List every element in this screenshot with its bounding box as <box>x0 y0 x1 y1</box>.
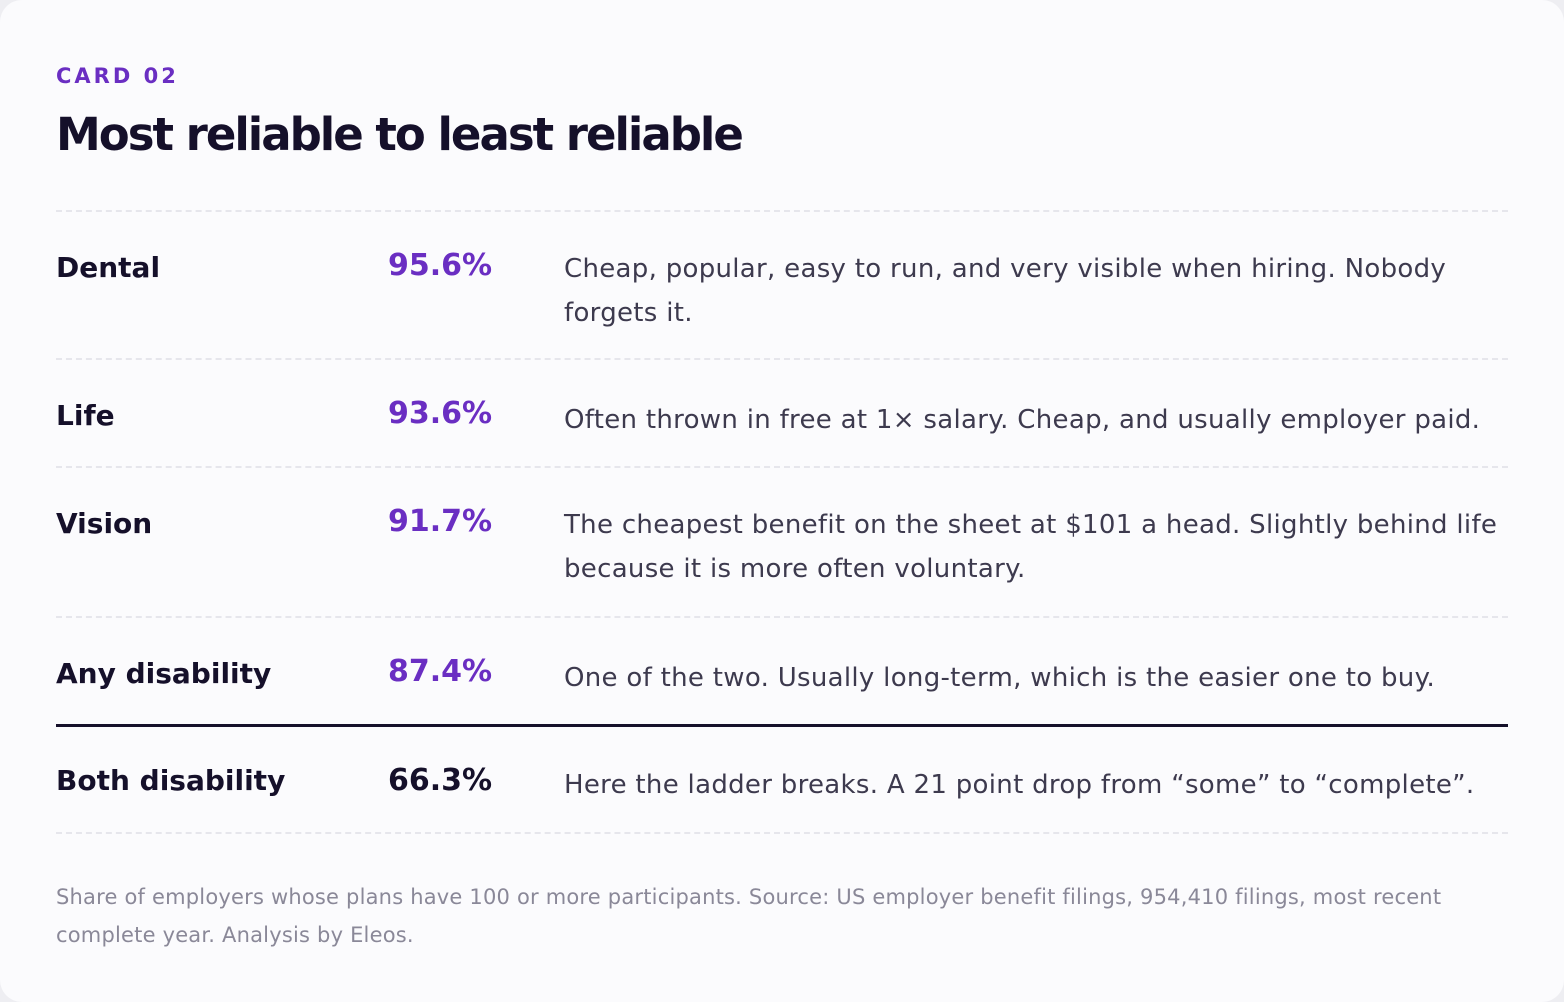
table-row-vision: Vision 91.7% The cheapest benefit on the… <box>56 466 1508 616</box>
benefit-name: Dental <box>56 251 161 284</box>
benefit-description: Here the ladder breaks. A 21 point drop … <box>564 770 1475 800</box>
benefit-table: Dental 95.6% Cheap, popular, easy to run… <box>56 210 1508 834</box>
card-title: Most reliable to least reliable <box>56 108 744 161</box>
benefit-percentage: 95.6% <box>388 248 493 283</box>
benefit-percentage: 91.7% <box>388 504 493 539</box>
table-row-life: Life 93.6% Often thrown in free at 1× sa… <box>56 358 1508 466</box>
benefit-description: Cheap, popular, easy to run, and very vi… <box>564 254 1447 328</box>
benefit-description: One of the two. Usually long-term, which… <box>564 663 1436 693</box>
benefit-name: Both disability <box>56 764 286 797</box>
benefit-percentage: 93.6% <box>388 396 493 431</box>
card-eyebrow: CARD 02 <box>56 64 179 88</box>
benefit-percentage: 66.3% <box>388 763 493 798</box>
benefit-percentage: 87.4% <box>388 654 493 689</box>
benefit-name: Life <box>56 399 115 432</box>
table-row-any-disability: Any disability 87.4% One of the two. Usu… <box>56 616 1508 724</box>
benefit-name: Any disability <box>56 657 272 690</box>
table-row-dental: Dental 95.6% Cheap, popular, easy to run… <box>56 210 1508 358</box>
benefit-description: The cheapest benefit on the sheet at $10… <box>564 510 1498 584</box>
benefit-description: Often thrown in free at 1× salary. Cheap… <box>564 405 1481 435</box>
table-row-both-disability: Both disability 66.3% Here the ladder br… <box>56 724 1508 834</box>
source-footnote: Share of employers whose plans have 100 … <box>56 885 1442 947</box>
benefit-name: Vision <box>56 507 153 540</box>
